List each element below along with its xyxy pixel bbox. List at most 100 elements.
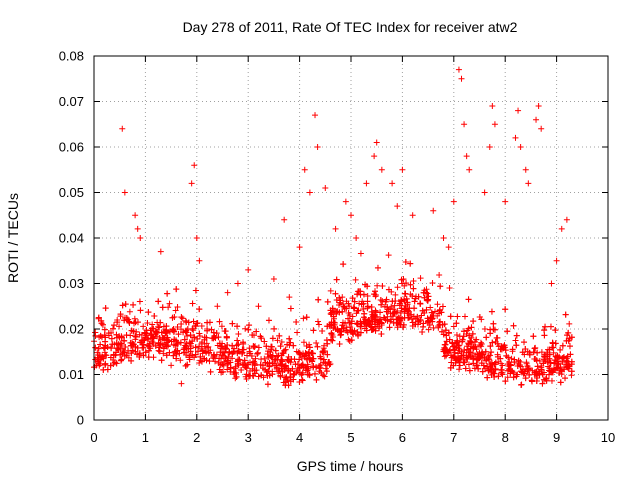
data-point — [379, 283, 386, 290]
data-point — [407, 281, 414, 288]
data-point — [296, 350, 303, 357]
data-point — [219, 352, 226, 359]
data-point — [164, 334, 171, 341]
data-point — [221, 358, 228, 365]
data-point — [173, 286, 180, 293]
data-point — [297, 370, 304, 377]
data-point — [466, 332, 473, 339]
data-point — [315, 321, 322, 328]
data-point — [324, 351, 331, 358]
data-point — [541, 332, 548, 339]
data-point — [166, 300, 173, 307]
data-point — [378, 330, 385, 337]
data-point — [486, 356, 493, 363]
data-point — [519, 349, 526, 356]
data-point — [242, 325, 249, 332]
data-point — [229, 342, 236, 349]
data-point — [385, 306, 392, 313]
data-point — [352, 276, 359, 283]
data-point — [362, 316, 369, 323]
data-point — [450, 323, 457, 330]
data-point — [374, 282, 381, 289]
data-point — [241, 360, 248, 367]
data-point — [366, 319, 373, 326]
data-point — [411, 298, 418, 305]
data-point — [522, 375, 529, 382]
data-point — [178, 326, 185, 333]
data-point — [544, 359, 551, 366]
data-point — [458, 352, 465, 359]
data-point — [92, 356, 99, 363]
data-point — [563, 216, 570, 223]
data-point — [512, 337, 519, 344]
data-point — [191, 334, 198, 341]
data-point — [466, 166, 473, 173]
data-point — [274, 337, 281, 344]
data-point — [458, 75, 465, 82]
data-point — [484, 363, 491, 370]
data-point — [142, 349, 149, 356]
data-point — [108, 335, 115, 342]
data-point — [534, 363, 541, 370]
data-point — [243, 376, 250, 383]
data-point — [424, 297, 431, 304]
data-point — [189, 338, 196, 345]
data-point — [196, 306, 203, 313]
data-point — [533, 357, 540, 364]
data-point — [324, 340, 331, 347]
data-point — [121, 352, 128, 359]
data-point — [172, 307, 179, 314]
data-point — [229, 320, 236, 327]
data-point — [296, 244, 303, 251]
data-point — [441, 344, 448, 351]
data-point — [353, 235, 360, 241]
data-point — [170, 341, 177, 348]
data-point — [322, 184, 329, 191]
data-point — [191, 162, 198, 169]
data-point — [317, 361, 324, 368]
data-point — [495, 343, 502, 350]
data-point — [157, 319, 164, 326]
data-point — [371, 291, 378, 298]
data-point — [346, 311, 353, 318]
data-point — [541, 327, 548, 334]
data-point — [430, 324, 437, 331]
data-point — [464, 354, 471, 361]
data-point — [329, 331, 336, 338]
data-point — [515, 357, 522, 364]
data-point — [546, 367, 553, 374]
data-point — [357, 323, 364, 330]
data-point — [196, 332, 203, 339]
data-point — [155, 298, 162, 305]
data-point — [178, 314, 185, 321]
data-point — [390, 310, 397, 317]
data-point — [509, 346, 516, 353]
data-point — [456, 362, 463, 369]
data-point — [530, 349, 537, 356]
data-point — [201, 343, 208, 350]
data-point — [239, 346, 246, 353]
data-point — [92, 332, 99, 339]
data-point — [249, 332, 256, 338]
data-point — [224, 289, 231, 296]
data-point — [468, 324, 475, 331]
data-point — [488, 349, 495, 356]
data-point — [423, 289, 430, 296]
data-point — [254, 350, 261, 357]
data-point — [294, 329, 301, 336]
data-point — [413, 293, 420, 300]
data-point — [481, 326, 488, 333]
data-point — [140, 344, 147, 351]
data-point — [533, 116, 540, 123]
data-point — [340, 303, 347, 310]
data-point — [541, 354, 548, 361]
data-point — [389, 298, 396, 305]
data-point — [217, 361, 224, 368]
data-point — [271, 362, 278, 369]
data-point — [540, 376, 547, 383]
data-point — [325, 359, 332, 366]
data-point — [326, 361, 333, 368]
data-point — [95, 314, 102, 321]
data-point — [179, 315, 186, 322]
data-point — [291, 370, 298, 377]
